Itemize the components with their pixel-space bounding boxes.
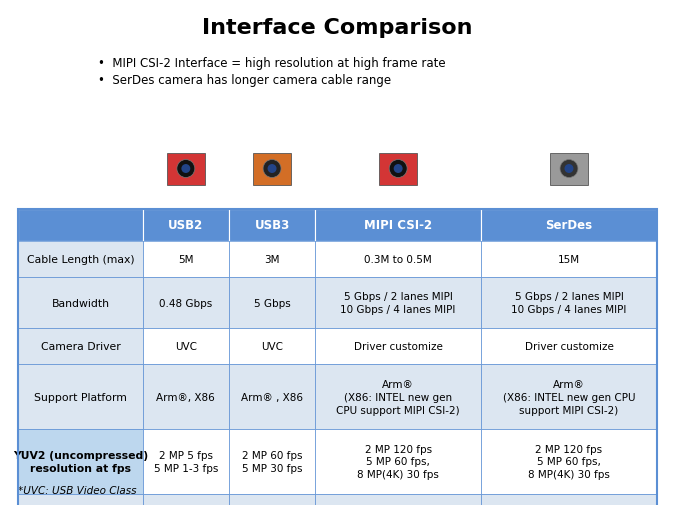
Bar <box>229 241 315 278</box>
Text: 5M: 5M <box>178 255 194 265</box>
Circle shape <box>182 165 190 174</box>
Bar <box>229 365 315 429</box>
Bar <box>315 328 481 365</box>
Bar <box>142 494 229 505</box>
Bar <box>229 278 315 328</box>
Text: USB3: USB3 <box>254 219 290 232</box>
Text: USB2: USB2 <box>168 219 203 232</box>
Bar <box>167 153 205 185</box>
Circle shape <box>263 160 281 178</box>
Bar <box>315 241 481 278</box>
Circle shape <box>177 160 195 178</box>
Bar <box>18 278 142 328</box>
Bar <box>481 365 657 429</box>
Bar <box>18 365 142 429</box>
Bar <box>481 278 657 328</box>
Bar <box>253 153 291 185</box>
Bar <box>18 210 142 241</box>
Bar <box>229 494 315 505</box>
Bar <box>229 210 315 241</box>
Bar <box>379 153 417 185</box>
Bar <box>18 210 657 505</box>
Text: 15M: 15M <box>558 255 580 265</box>
Text: YUV2 (uncompressed)
resolution at fps: YUV2 (uncompressed) resolution at fps <box>13 450 148 473</box>
Bar <box>550 153 588 185</box>
Bar <box>18 328 142 365</box>
Bar <box>142 328 229 365</box>
Text: 2 MP 5 fps
5 MP 1-3 fps: 2 MP 5 fps 5 MP 1-3 fps <box>154 450 218 473</box>
Bar <box>315 365 481 429</box>
Bar <box>229 328 315 365</box>
Text: Driver customize: Driver customize <box>524 341 614 351</box>
Text: Support Platform: Support Platform <box>34 392 127 402</box>
Text: •  MIPI CSI-2 Interface = high resolution at high frame rate: • MIPI CSI-2 Interface = high resolution… <box>98 57 446 70</box>
Text: Driver customize: Driver customize <box>354 341 443 351</box>
Text: 3M: 3M <box>265 255 280 265</box>
Bar <box>142 278 229 328</box>
Text: *UVC: USB Video Class: *UVC: USB Video Class <box>18 485 137 495</box>
Circle shape <box>389 160 407 178</box>
Text: Arm®
(X86: INTEL new gen CPU
support MIPI CSI-2): Arm® (X86: INTEL new gen CPU support MIP… <box>503 379 635 415</box>
Circle shape <box>267 165 277 174</box>
Text: 2 MP 60 fps
5 MP 30 fps: 2 MP 60 fps 5 MP 30 fps <box>242 450 302 473</box>
Text: 0.3M to 0.5M: 0.3M to 0.5M <box>364 255 432 265</box>
Text: 2 MP 120 fps
5 MP 60 fps,
8 MP(4K) 30 fps: 2 MP 120 fps 5 MP 60 fps, 8 MP(4K) 30 fp… <box>528 444 610 479</box>
Text: •  SerDes camera has longer camera cable range: • SerDes camera has longer camera cable … <box>98 74 391 87</box>
Bar <box>18 429 142 494</box>
Bar <box>315 494 481 505</box>
Text: Arm®
(X86: INTEL new gen
CPU support MIPI CSI-2): Arm® (X86: INTEL new gen CPU support MIP… <box>336 379 460 415</box>
Text: SerDes: SerDes <box>545 219 593 232</box>
Bar <box>18 241 142 278</box>
Bar <box>481 429 657 494</box>
Bar <box>481 494 657 505</box>
Text: Arm® , X86: Arm® , X86 <box>241 392 303 402</box>
Circle shape <box>564 165 574 174</box>
Text: Cable Length (max): Cable Length (max) <box>27 255 134 265</box>
Text: 5 Gbps: 5 Gbps <box>254 298 290 308</box>
Bar <box>481 328 657 365</box>
Bar <box>315 278 481 328</box>
Bar <box>229 429 315 494</box>
Bar <box>481 241 657 278</box>
Bar <box>315 429 481 494</box>
Bar <box>142 241 229 278</box>
Circle shape <box>560 160 578 178</box>
Text: UVC: UVC <box>175 341 197 351</box>
Bar <box>481 210 657 241</box>
Text: 0.48 Gbps: 0.48 Gbps <box>159 298 213 308</box>
Circle shape <box>394 165 403 174</box>
Text: Interface Comparison: Interface Comparison <box>202 18 472 38</box>
Bar <box>315 210 481 241</box>
Bar <box>18 494 142 505</box>
Text: MIPI CSI-2: MIPI CSI-2 <box>364 219 432 232</box>
Text: UVC: UVC <box>261 341 283 351</box>
Bar <box>142 365 229 429</box>
Text: Camera Driver: Camera Driver <box>40 341 120 351</box>
Text: Arm®, X86: Arm®, X86 <box>157 392 215 402</box>
Text: 5 Gbps / 2 lanes MIPI
10 Gbps / 4 lanes MIPI: 5 Gbps / 2 lanes MIPI 10 Gbps / 4 lanes … <box>340 291 456 315</box>
Text: 2 MP 120 fps
5 MP 60 fps,
8 MP(4K) 30 fps: 2 MP 120 fps 5 MP 60 fps, 8 MP(4K) 30 fp… <box>357 444 439 479</box>
Bar <box>142 429 229 494</box>
Text: 5 Gbps / 2 lanes MIPI
10 Gbps / 4 lanes MIPI: 5 Gbps / 2 lanes MIPI 10 Gbps / 4 lanes … <box>511 291 626 315</box>
Text: Bandwidth: Bandwidth <box>51 298 109 308</box>
Bar <box>142 210 229 241</box>
